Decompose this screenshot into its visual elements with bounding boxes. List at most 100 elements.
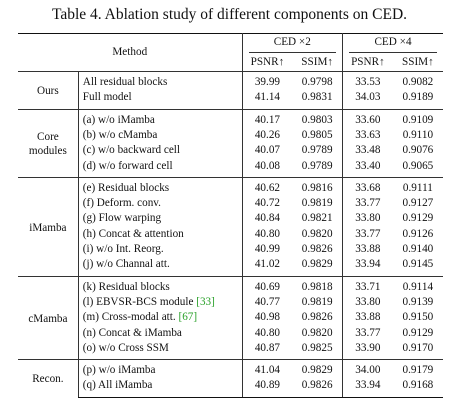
group-label: Core modules	[18, 108, 79, 178]
value-cell: 33.77	[355, 197, 381, 210]
value-cell: 33.71	[342, 275, 393, 295]
method-label: (d) w/o forward cell	[82, 159, 173, 172]
value-cell: 0.9818	[292, 275, 344, 295]
value-cell: 33.77	[355, 227, 381, 240]
value-cell: 34.03	[355, 91, 381, 104]
value-cell: 0.9816	[292, 176, 344, 197]
group-label-line: cMamba	[28, 312, 68, 325]
value-cell: 41.04	[242, 359, 293, 379]
method-label: (q) All iMamba	[82, 379, 153, 392]
value-cell: 34.00	[342, 359, 393, 379]
method-label: (p) w/o iMamba	[82, 364, 156, 377]
value-cell: 0.9826	[292, 310, 344, 326]
method-cell: (l) EBVSR-BCS module [33]	[77, 294, 243, 311]
value-cell: 40.07	[254, 144, 280, 157]
table-row: (i) w/o Int. Reorg. 40.99 0.9826 33.88 0.914…	[18, 241, 443, 258]
group-label-line: iMamba	[29, 221, 67, 234]
value-cell: 0.9129	[402, 212, 434, 225]
value-cell: 0.9129	[402, 326, 434, 339]
value-cell: 0.9829	[292, 359, 344, 379]
group-header-x4: CED ×4	[342, 33, 443, 55]
value-cell: 40.77	[254, 295, 280, 308]
group-header-x4-label: CED ×4	[349, 36, 437, 53]
method-cell: (b) w/o cMamba	[77, 127, 243, 144]
value-cell: 33.94	[355, 258, 381, 271]
value-cell: 0.9111	[392, 176, 443, 197]
value-cell: 33.68	[342, 176, 393, 197]
value-cell: 0.9140	[402, 243, 434, 256]
value-cell: 40.84	[254, 212, 280, 225]
method-cell: All residual blocks	[77, 71, 243, 91]
value-cell: 0.9820	[292, 226, 344, 242]
value-cell: 0.9819	[292, 294, 344, 311]
value-cell: 40.26	[254, 128, 280, 141]
group-label: Ours	[18, 71, 79, 110]
value-cell: 40.72	[254, 197, 280, 210]
table-row: (f) Deform. conv. 40.72 0.9819 33.77 0.9127	[18, 196, 443, 212]
value-cell: 40.08	[254, 159, 280, 172]
method-label: (o) w/o Cross SSM	[82, 341, 169, 354]
value-cell: 40.80	[254, 227, 280, 240]
table-row: (c) w/o backward cell 40.07 0.9789 33.48 0.9…	[18, 143, 443, 159]
value-cell: 40.17	[242, 108, 293, 128]
table-row: (o) w/o Cross SSM 40.87 0.9825 33.90 0.9170	[18, 340, 443, 360]
table-row: Full model 41.14 0.9831 34.03 0.9189	[18, 90, 443, 110]
method-cell: (m) Cross-modal att. [67]	[77, 310, 243, 326]
group-label: iMamba	[18, 176, 79, 277]
value-cell: 33.77	[355, 326, 381, 339]
value-cell: 0.9826	[292, 378, 344, 398]
value-cell: 0.9109	[392, 108, 443, 128]
value-cell: 0.9189	[402, 91, 434, 104]
value-cell: 0.9145	[402, 258, 434, 271]
method-label: (l) EBVSR-BCS module	[82, 295, 197, 308]
value-cell: 0.9819	[292, 196, 344, 212]
method-cell: (p) w/o iMamba	[77, 359, 243, 379]
method-label: (b) w/o cMamba	[82, 128, 158, 141]
value-cell: 0.9110	[402, 128, 434, 141]
method-cell: (f) Deform. conv.	[77, 196, 243, 212]
value-cell: 0.9803	[292, 108, 344, 128]
citation-link[interactable]: [67]	[178, 311, 198, 324]
value-cell: 0.9082	[392, 71, 443, 91]
value-cell: 0.9150	[402, 311, 434, 324]
method-label: (n) Concat & iMamba	[82, 326, 182, 339]
group-label: Recon.	[18, 359, 79, 398]
value-cell: 0.9168	[392, 378, 443, 398]
value-cell: 0.9076	[402, 144, 434, 157]
table-row: (d) w/o forward cell 40.08 0.9789 33.40 0.90…	[18, 158, 443, 178]
table-row: (n) Concat & iMamba 40.80 0.9820 33.77 0.912…	[18, 325, 443, 341]
method-label: (k) Residual blocks	[82, 280, 170, 293]
method-cell: (k) Residual blocks	[77, 275, 243, 295]
value-cell: 40.98	[254, 311, 280, 324]
citation-link[interactable]: [33]	[196, 295, 215, 308]
metric-header: PSNR↑	[351, 56, 385, 69]
ablation-table: Method CED ×2 CED ×4 PSNR↑ SSIM↑ PSNR↑ S…	[18, 33, 443, 398]
table-row: cMamba (k) Residual blocks 40.69 0.9818 33.7…	[18, 275, 443, 360]
value-cell: 40.89	[242, 378, 293, 398]
value-cell: 33.40	[355, 159, 381, 172]
value-cell: 0.9831	[292, 90, 344, 110]
table-caption: Table 4. Ablation study of different com…	[51, 6, 408, 23]
value-cell: 0.9179	[392, 359, 443, 379]
table-row: Ours All residual blocks 39.99 0.9798 33.53 0…	[18, 71, 443, 110]
value-cell: 39.99	[242, 71, 293, 91]
group-header-x2-label: CED ×2	[248, 36, 337, 53]
value-cell: 0.9821	[292, 211, 344, 227]
value-cell: 41.02	[254, 258, 280, 271]
value-cell: 0.9114	[392, 275, 443, 295]
method-cell: (c) w/o backward cell	[77, 143, 243, 159]
method-cell: (i) w/o Int. Reorg.	[77, 241, 243, 258]
value-cell: 0.9805	[292, 127, 344, 144]
metric-header: SSIM↑	[292, 55, 344, 72]
group-label-line: Recon.	[32, 373, 64, 386]
value-cell: 0.9798	[292, 71, 344, 91]
table-row: iMamba (e) Residual blocks 40.62 0.9816 33.6…	[18, 176, 443, 277]
header-row-2: PSNR↑ SSIM↑ PSNR↑ SSIM↑	[18, 55, 443, 72]
method-label: (g) Flow warping	[82, 212, 162, 225]
method-cell: (g) Flow warping	[77, 211, 243, 227]
header-row-1: Method CED ×2 CED ×4	[18, 33, 443, 72]
table-row: (b) w/o cMamba 40.26 0.9805 33.63 0.9110	[18, 127, 443, 144]
method-cell: Full model	[77, 90, 243, 110]
table-row: Recon. (p) w/o iMamba 41.04 0.9829 34.00 0.91…	[18, 359, 443, 398]
method-label: (e) Residual blocks	[82, 181, 170, 194]
